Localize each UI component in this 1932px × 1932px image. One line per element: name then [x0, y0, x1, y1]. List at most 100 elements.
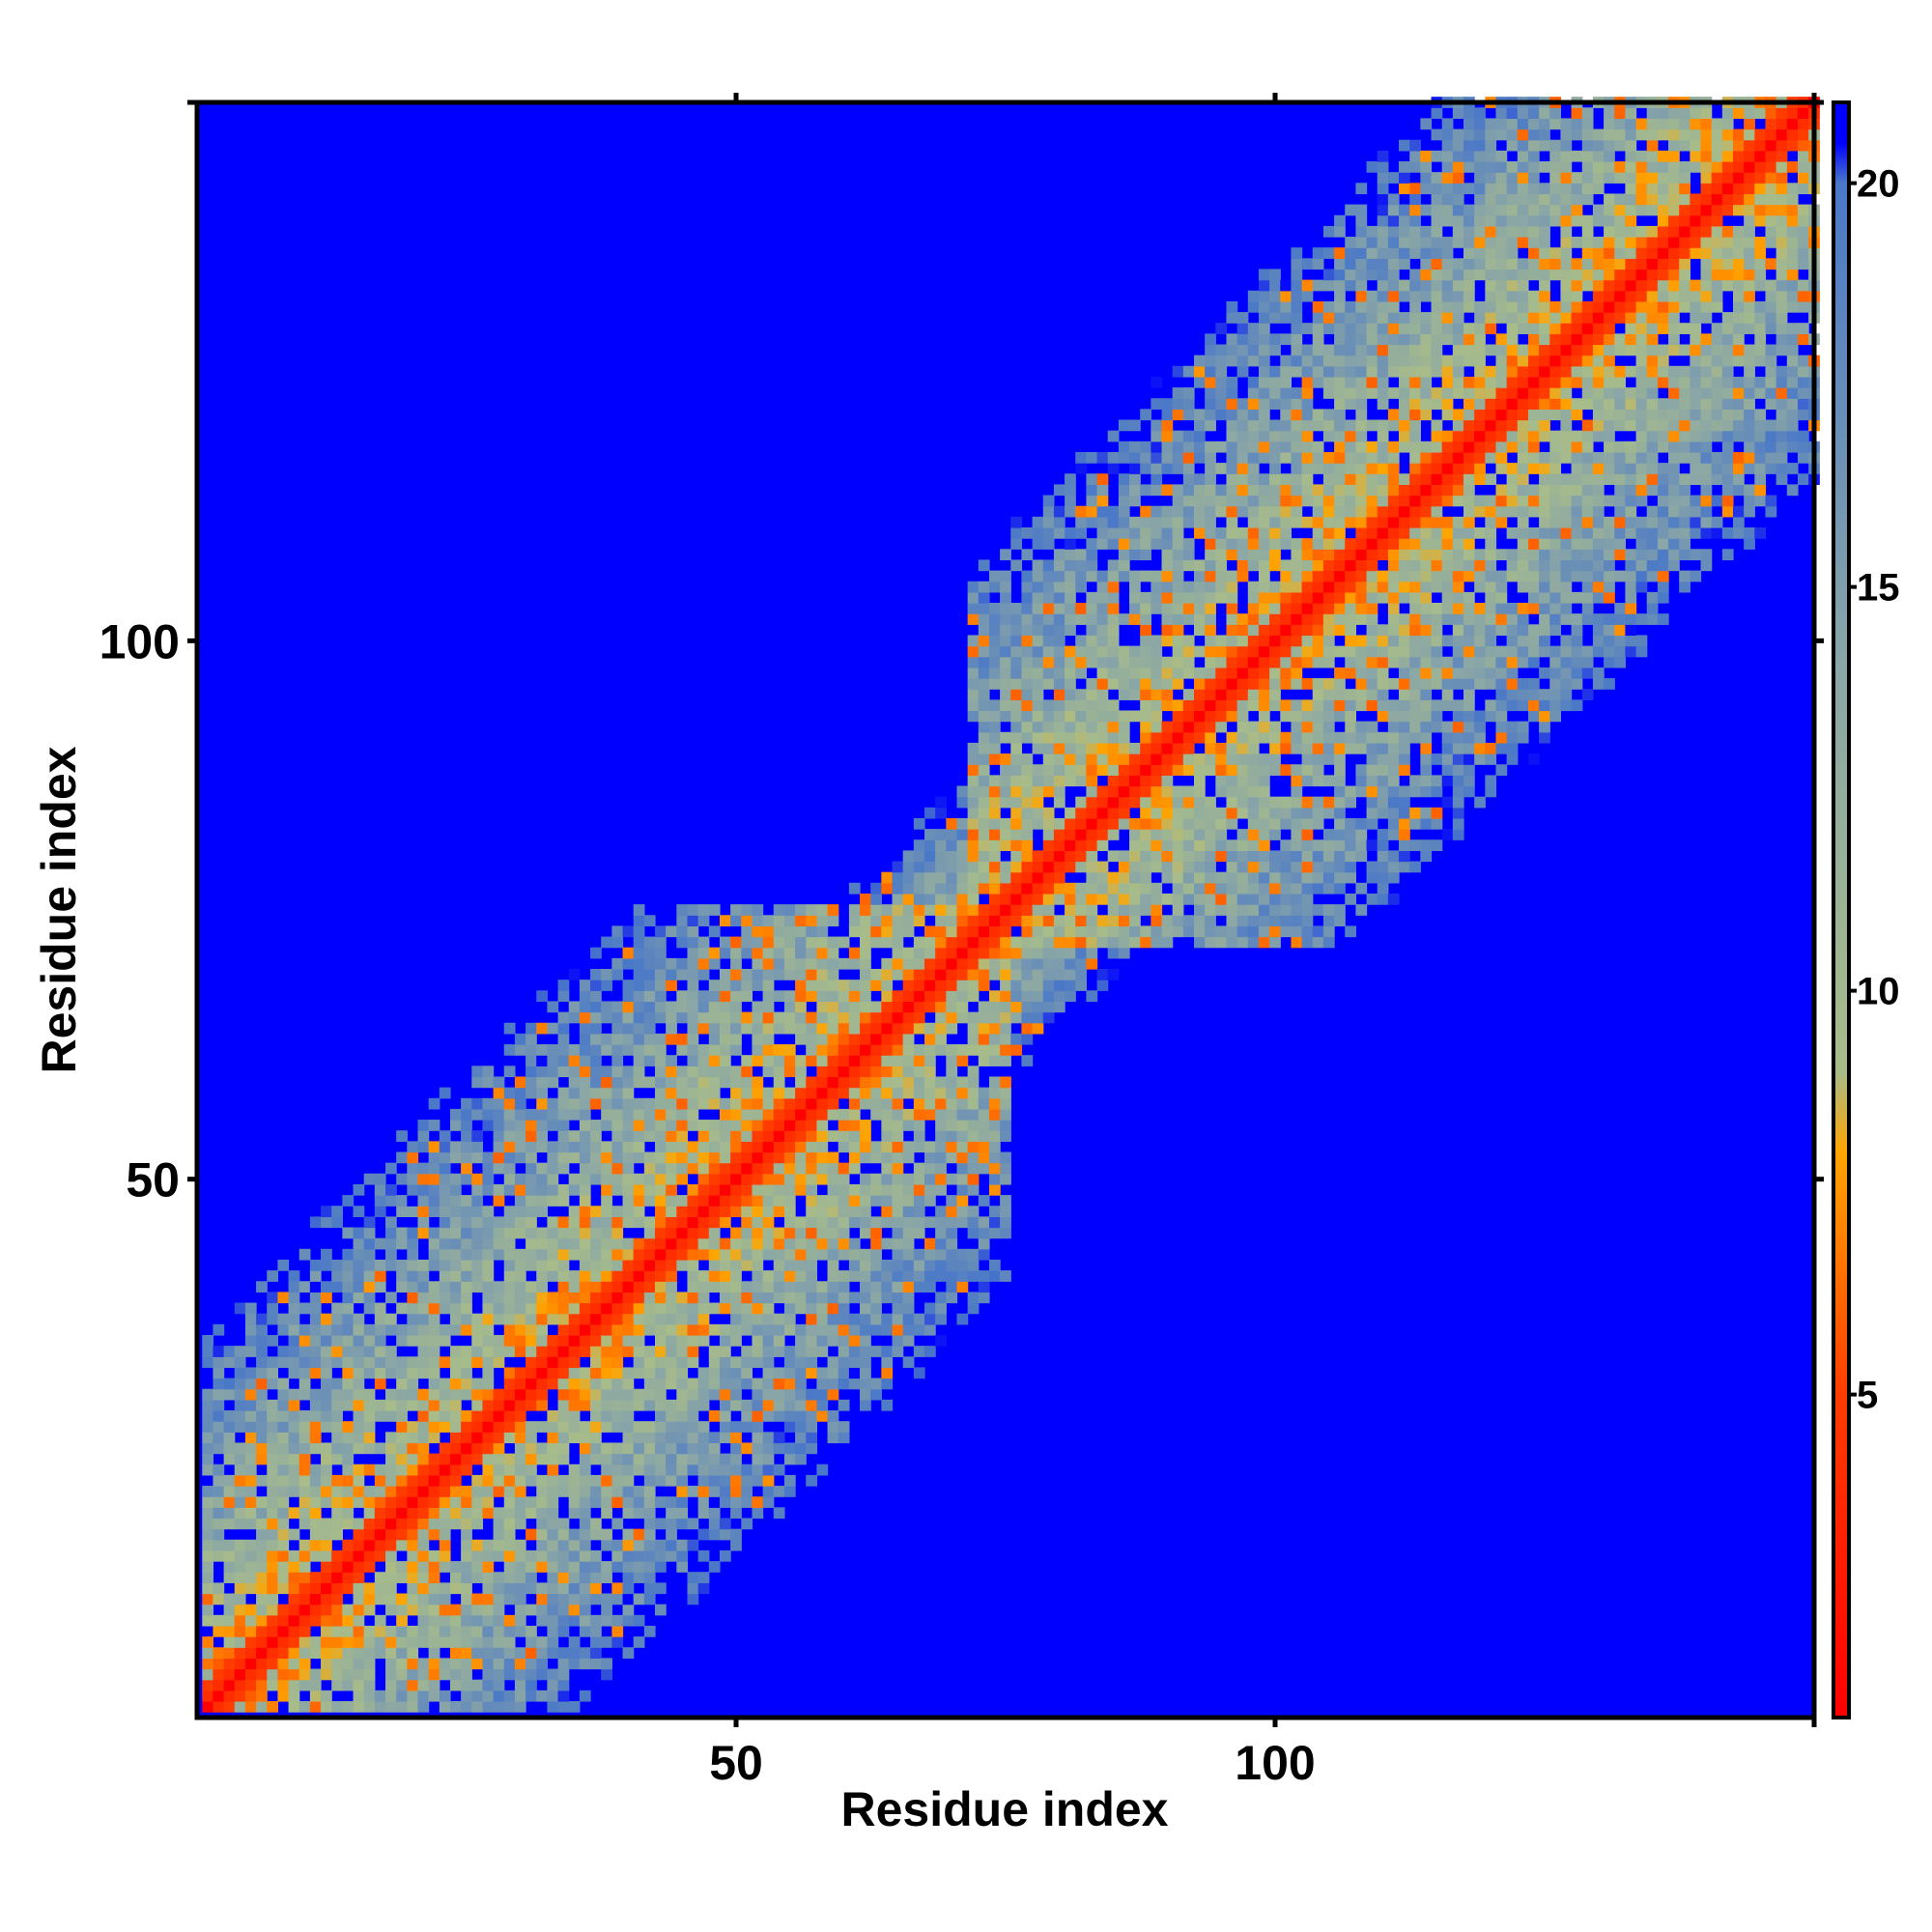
heatmap-cell [1021, 861, 1034, 873]
heatmap-cell [1172, 451, 1184, 464]
heatmap-cell [967, 1162, 980, 1175]
heatmap-cell [622, 1604, 635, 1616]
heatmap-cell [461, 1108, 472, 1121]
heatmap-cell [1021, 871, 1034, 884]
heatmap-cell [827, 1410, 839, 1422]
heatmap-cell [773, 1313, 785, 1325]
heatmap-cell [611, 1033, 624, 1045]
heatmap-cell [741, 1463, 753, 1476]
heatmap-cell [298, 1334, 311, 1347]
heatmap-cell [773, 957, 785, 970]
heatmap-cell [762, 1216, 775, 1229]
heatmap-cell [881, 969, 894, 980]
heatmap-cell [870, 1044, 882, 1056]
heatmap-cell [202, 1486, 214, 1497]
heatmap-cell [353, 1410, 365, 1422]
heatmap-cell [1151, 376, 1163, 388]
heatmap-cell [1161, 925, 1174, 938]
heatmap-cell [1280, 603, 1293, 614]
heatmap-cell [471, 1614, 484, 1627]
heatmap-cell [1194, 591, 1206, 604]
heatmap-cell [913, 1130, 925, 1142]
heatmap-cell [1151, 603, 1163, 614]
heatmap-cell [1053, 915, 1065, 927]
heatmap-cell [1151, 656, 1163, 668]
heatmap-cell [396, 1572, 408, 1583]
heatmap-cell [762, 990, 775, 1003]
heatmap-cell [1151, 516, 1163, 528]
heatmap-cell [547, 1334, 559, 1347]
heatmap-cell [1042, 645, 1055, 658]
heatmap-cell [277, 1463, 290, 1476]
heatmap-cell [503, 1281, 516, 1293]
heatmap-cell [1322, 656, 1335, 668]
heatmap-cell [741, 1378, 753, 1390]
heatmap-cell [363, 1636, 376, 1648]
heatmap-cell [913, 1044, 925, 1056]
heatmap-cell [1258, 850, 1270, 863]
heatmap-cell [213, 1442, 225, 1455]
heatmap-cell [816, 1120, 829, 1131]
heatmap-cell [633, 1593, 645, 1605]
heatmap-cell [806, 1248, 817, 1261]
heatmap-cell [579, 1173, 591, 1185]
heatmap-cell [946, 1270, 958, 1282]
heatmap-cell [223, 1549, 236, 1562]
heatmap-cell [1236, 440, 1249, 453]
heatmap-cell [1000, 656, 1011, 668]
heatmap-cell [482, 1259, 495, 1271]
heatmap-cell [342, 1453, 355, 1465]
heatmap-cell [643, 1453, 656, 1465]
heatmap-cell [935, 1097, 947, 1110]
heatmap-cell [288, 1356, 300, 1369]
heatmap-cell [1322, 570, 1335, 582]
heatmap-cell [309, 1700, 322, 1713]
heatmap-cell [881, 904, 894, 916]
heatmap-cell [526, 1087, 537, 1099]
heatmap-cell [988, 957, 1001, 970]
heatmap-cell [1053, 526, 1065, 539]
heatmap-cell [795, 1216, 807, 1229]
heatmap-cell [848, 925, 861, 938]
heatmap-cell [1215, 742, 1228, 754]
heatmap-cell [655, 1388, 667, 1401]
heatmap-cell [1312, 710, 1324, 723]
heatmap-cell [342, 1367, 355, 1379]
heatmap-cell [1010, 1001, 1023, 1013]
heatmap-cell [1129, 463, 1141, 474]
heatmap-cell [1118, 495, 1130, 507]
heatmap-cell [417, 1356, 430, 1369]
heatmap-cell [536, 1162, 548, 1175]
heatmap-cell [881, 1346, 894, 1357]
heatmap-cell [428, 1614, 440, 1627]
heatmap-cell [526, 1044, 537, 1056]
heatmap-cell [428, 1206, 440, 1217]
heatmap-cell [978, 1097, 990, 1110]
heatmap-cell [1269, 419, 1281, 432]
heatmap-cell [655, 969, 667, 980]
heatmap-cell [482, 1410, 495, 1422]
heatmap-cell [374, 1302, 386, 1315]
heatmap-cell [1000, 549, 1011, 561]
heatmap-cell [924, 1248, 936, 1261]
heatmap-cell [1312, 775, 1324, 787]
heatmap-cell [493, 1636, 505, 1648]
heatmap-cell [234, 1625, 246, 1637]
heatmap-cell [870, 1183, 882, 1196]
heatmap-cell [536, 1507, 548, 1520]
heatmap-cell [557, 1561, 570, 1573]
heatmap-cell [579, 1259, 591, 1271]
heatmap-cell [461, 1388, 472, 1401]
heatmap-cell [913, 1206, 925, 1217]
heatmap-cell [234, 1679, 246, 1691]
heatmap-cell [503, 1668, 516, 1681]
heatmap-cell [1140, 731, 1151, 744]
heatmap-cell [1312, 451, 1324, 464]
heatmap-cell [342, 1292, 355, 1304]
heatmap-cell [1107, 807, 1120, 819]
heatmap-cell [1000, 624, 1011, 637]
heatmap-cell [1021, 753, 1034, 765]
heatmap-cell [321, 1668, 332, 1681]
heatmap-cell [773, 1507, 785, 1520]
heatmap-cell [1247, 559, 1260, 572]
